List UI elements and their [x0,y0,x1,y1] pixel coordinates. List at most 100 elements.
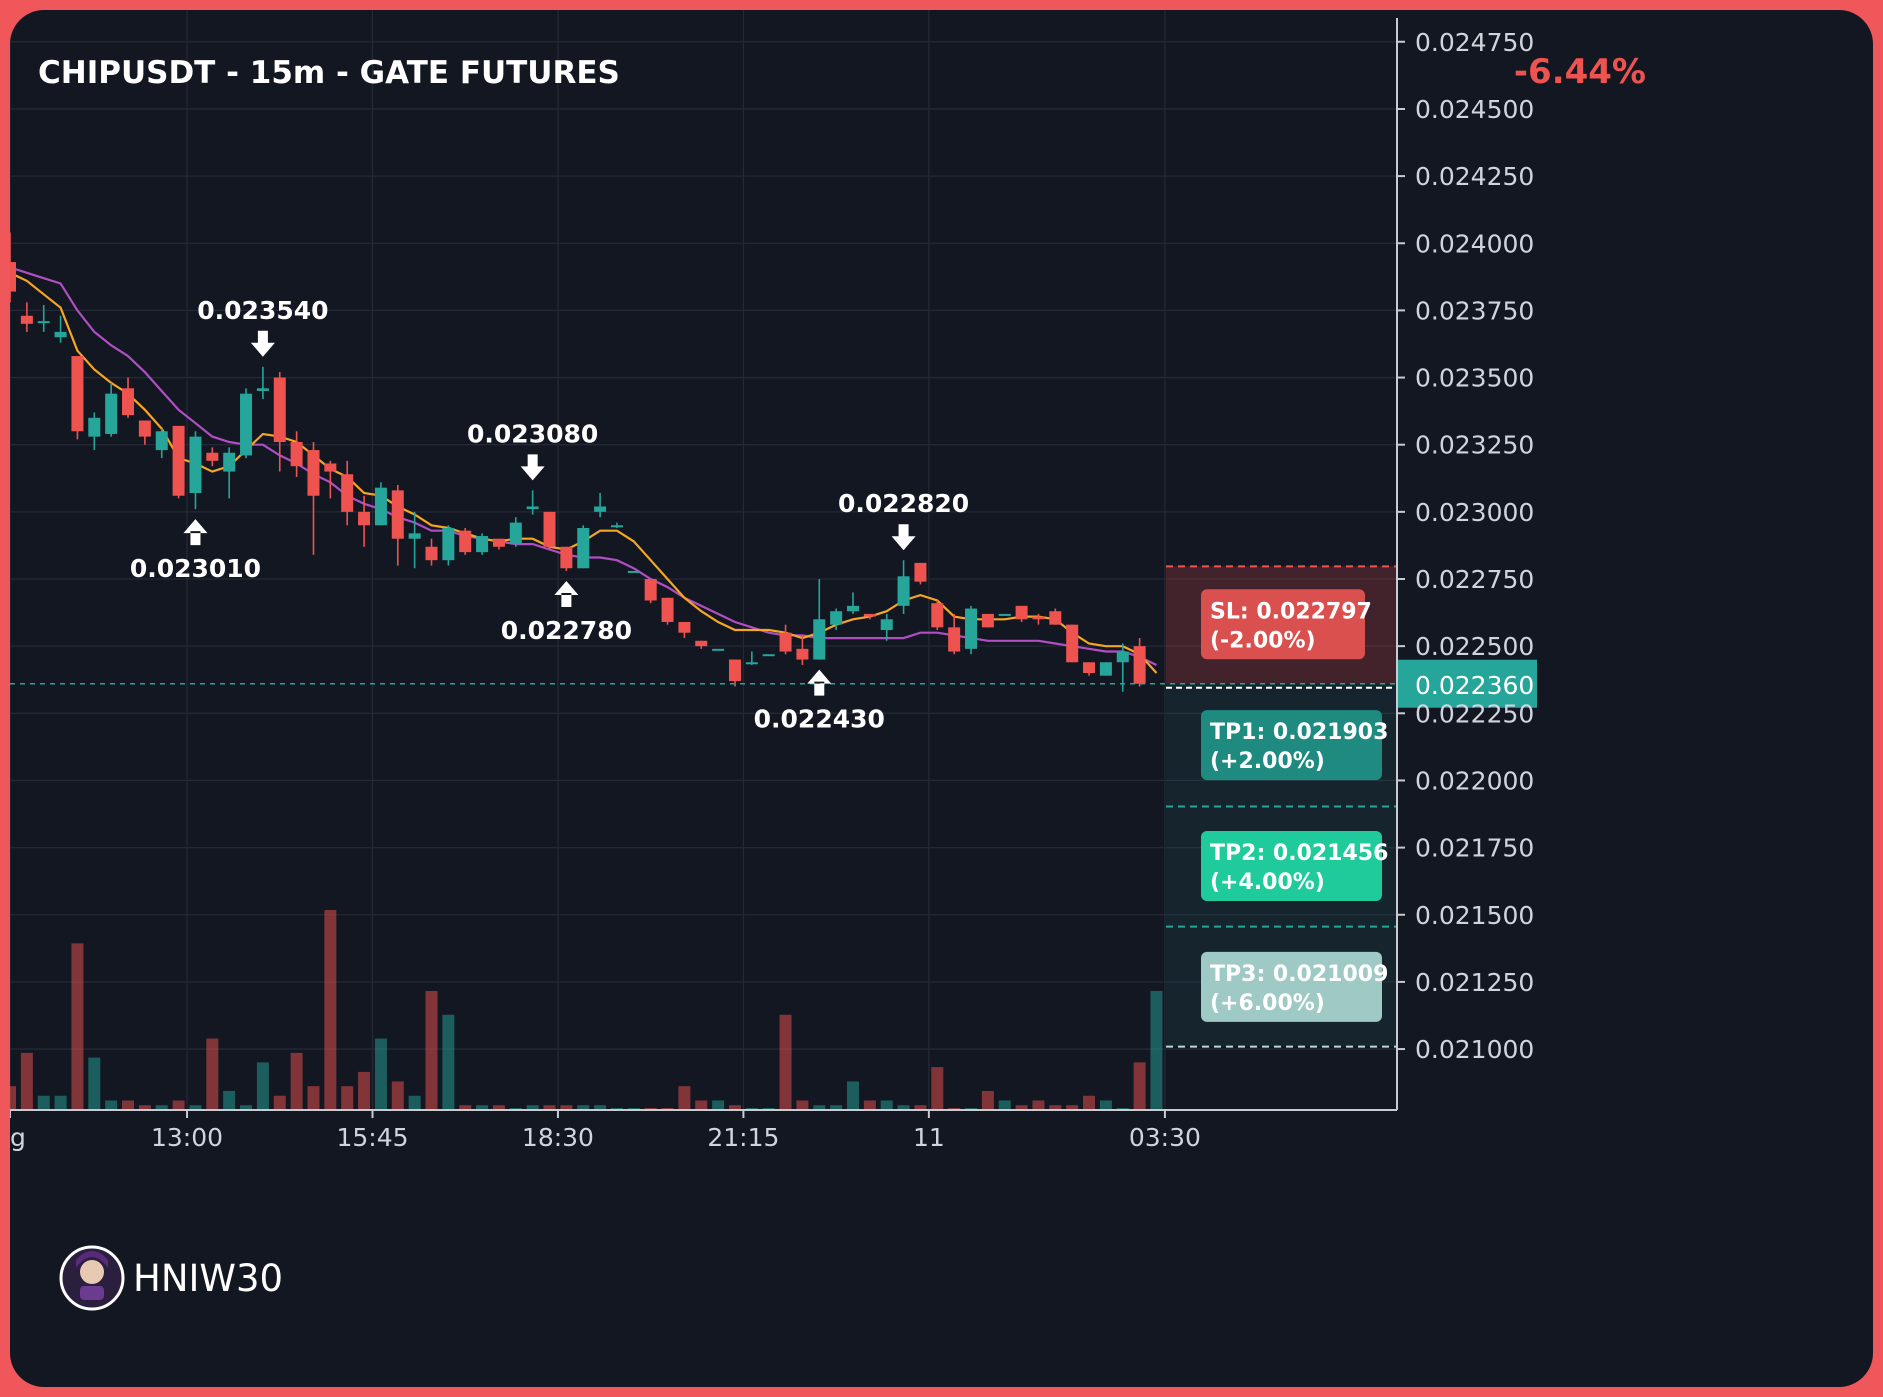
volume-bar [172,1100,185,1110]
volume-bars [10,910,1163,1110]
volume-bar [88,1057,101,1110]
candle [678,621,691,639]
tp3-badge: TP3: 0.021009 (+6.00%) [1201,951,1388,1022]
candle-body [374,487,387,526]
candle [10,232,16,303]
candle [948,613,961,655]
candle-body [678,621,691,633]
volume-bar [155,1105,168,1110]
candle-body [273,377,286,443]
tp1-badge: TP1: 0.021903 (+2.00%) [1201,710,1388,781]
swing-high-label: 0.022820 [838,489,969,518]
swing-high-marker: 0.023080 [467,419,598,481]
tp3-percent: (+6.00%) [1210,991,1325,1016]
candle-body [10,262,16,292]
volume-bar [998,1100,1011,1110]
candle [425,538,438,566]
candle [476,533,489,555]
candle [1032,613,1045,625]
arrow-up-icon [554,580,579,607]
candle-body [914,562,927,582]
candle [998,613,1011,616]
price-change-percent: -6.44% [1514,52,1646,92]
candle-body [1066,624,1079,663]
candle-body [408,533,421,539]
candle [914,562,927,585]
x-tick-label: g [10,1123,26,1152]
y-axis-labels: 0.024750 0.024500 0.024250 0.024000 0.023750… [1397,28,1534,1064]
candle-body [223,452,236,472]
y-tick-label: 0.021500 [1415,901,1534,930]
x-axis-labels: g 13:00 15:45 18:30 21:15 11 03:30 [10,1110,1201,1152]
candle-body [324,463,337,472]
y-tick-label: 0.023000 [1415,498,1534,527]
volume-bar [560,1105,573,1110]
avatar-body-icon [80,1286,104,1300]
volume-bar [374,1038,387,1110]
candle [358,495,371,547]
x-tick-label: 18:30 [522,1123,594,1152]
y-tick-label: 0.023750 [1415,296,1534,325]
candle-body [998,613,1011,616]
volume-bar [813,1105,826,1110]
sl-badge: SL: 0.022797 (-2.00%) [1201,589,1372,660]
candle-body [425,546,438,561]
candle [155,428,168,459]
candle [88,412,101,451]
volume-bar [897,1105,910,1110]
candle-body [155,431,168,451]
volume-bar [408,1095,421,1110]
candle [105,382,118,437]
candle [745,651,758,665]
candle-body [391,490,404,539]
candle-body [122,388,135,416]
candle-body [71,356,84,432]
candle [577,525,590,569]
volume-bar [71,943,84,1110]
current-price-tag [1397,659,1537,708]
sl-percent: (-2.00%) [1210,628,1316,653]
candles[interactable] [10,232,1146,692]
candle-body [476,536,489,553]
volume-bar [1133,1062,1146,1110]
candle [644,579,657,604]
candle [492,538,505,550]
candle [779,624,792,655]
swing-high-marker: 0.023540 [197,296,329,357]
candle [897,560,910,614]
volume-bar [863,1100,876,1110]
price-chart[interactable]: 0.022360 0.023010 0.023540 0.023080 0.02278… [10,10,1873,1387]
volume-bar [695,1100,708,1110]
candle-body [745,662,758,665]
swing-low-marker: 0.022430 [754,669,885,734]
volume-bar [54,1095,67,1110]
candle-body [1083,662,1096,674]
candle-body [981,613,994,628]
candle-body [779,632,792,652]
volume-bar [847,1081,859,1110]
candle [374,482,387,526]
volume-bar [391,1081,404,1110]
y-tick-label: 0.023500 [1415,364,1534,393]
swing-low-marker: 0.023010 [130,519,261,583]
candle [20,302,33,332]
x-tick-label: 21:15 [707,1123,779,1152]
current-price-line: 0.022360 [10,659,1537,708]
candle-body [459,530,472,553]
volume-bar [442,1014,455,1110]
candle [442,525,455,566]
swing-high-label: 0.023540 [197,296,328,325]
candle [54,315,67,343]
candle [206,447,219,467]
candle-body [762,654,775,657]
candle [1066,624,1079,663]
candle-body [492,538,505,547]
tp1-percent: (+2.00%) [1210,749,1325,774]
candle-body [88,417,101,437]
volume-bar [1032,1100,1045,1110]
swing-low-label: 0.022780 [501,616,632,645]
y-tick-label: 0.024250 [1415,162,1534,191]
avatar-face-icon [80,1260,104,1284]
candle [543,511,556,550]
candle-body [37,321,50,324]
